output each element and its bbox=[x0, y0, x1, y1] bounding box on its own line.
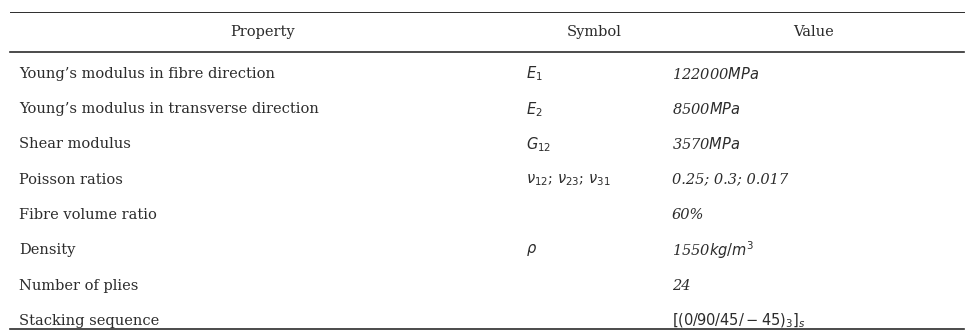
Text: Young’s modulus in transverse direction: Young’s modulus in transverse direction bbox=[19, 102, 319, 116]
Text: Young’s modulus in fibre direction: Young’s modulus in fibre direction bbox=[19, 67, 276, 81]
Text: Stacking sequence: Stacking sequence bbox=[19, 314, 160, 328]
Text: 122000$MPa$: 122000$MPa$ bbox=[672, 66, 760, 82]
Text: $E_1$: $E_1$ bbox=[526, 65, 543, 83]
Text: Poisson ratios: Poisson ratios bbox=[19, 173, 124, 187]
Text: Shear modulus: Shear modulus bbox=[19, 137, 131, 152]
Text: Symbol: Symbol bbox=[567, 25, 621, 39]
Text: Number of plies: Number of plies bbox=[19, 279, 139, 293]
Text: 0.25; 0.3; 0.017: 0.25; 0.3; 0.017 bbox=[672, 173, 788, 187]
Text: 8500$MPa$: 8500$MPa$ bbox=[672, 101, 740, 117]
Text: $\rho$: $\rho$ bbox=[526, 242, 537, 258]
Text: 3570$MPa$: 3570$MPa$ bbox=[672, 136, 740, 153]
Text: Density: Density bbox=[19, 243, 76, 257]
Text: 60%: 60% bbox=[672, 208, 704, 222]
Text: 24: 24 bbox=[672, 279, 691, 293]
Text: 1550$kg/m^3$: 1550$kg/m^3$ bbox=[672, 240, 755, 261]
Text: Property: Property bbox=[231, 25, 295, 39]
Text: Value: Value bbox=[793, 25, 834, 39]
Text: $G_{12}$: $G_{12}$ bbox=[526, 135, 551, 154]
Text: $\nu_{12}$; $\nu_{23}$; $\nu_{31}$: $\nu_{12}$; $\nu_{23}$; $\nu_{31}$ bbox=[526, 172, 611, 187]
Text: Fibre volume ratio: Fibre volume ratio bbox=[19, 208, 158, 222]
Text: $E_2$: $E_2$ bbox=[526, 100, 543, 119]
Text: $[(0/90/45/-45)_3]_s$: $[(0/90/45/-45)_3]_s$ bbox=[672, 312, 805, 330]
